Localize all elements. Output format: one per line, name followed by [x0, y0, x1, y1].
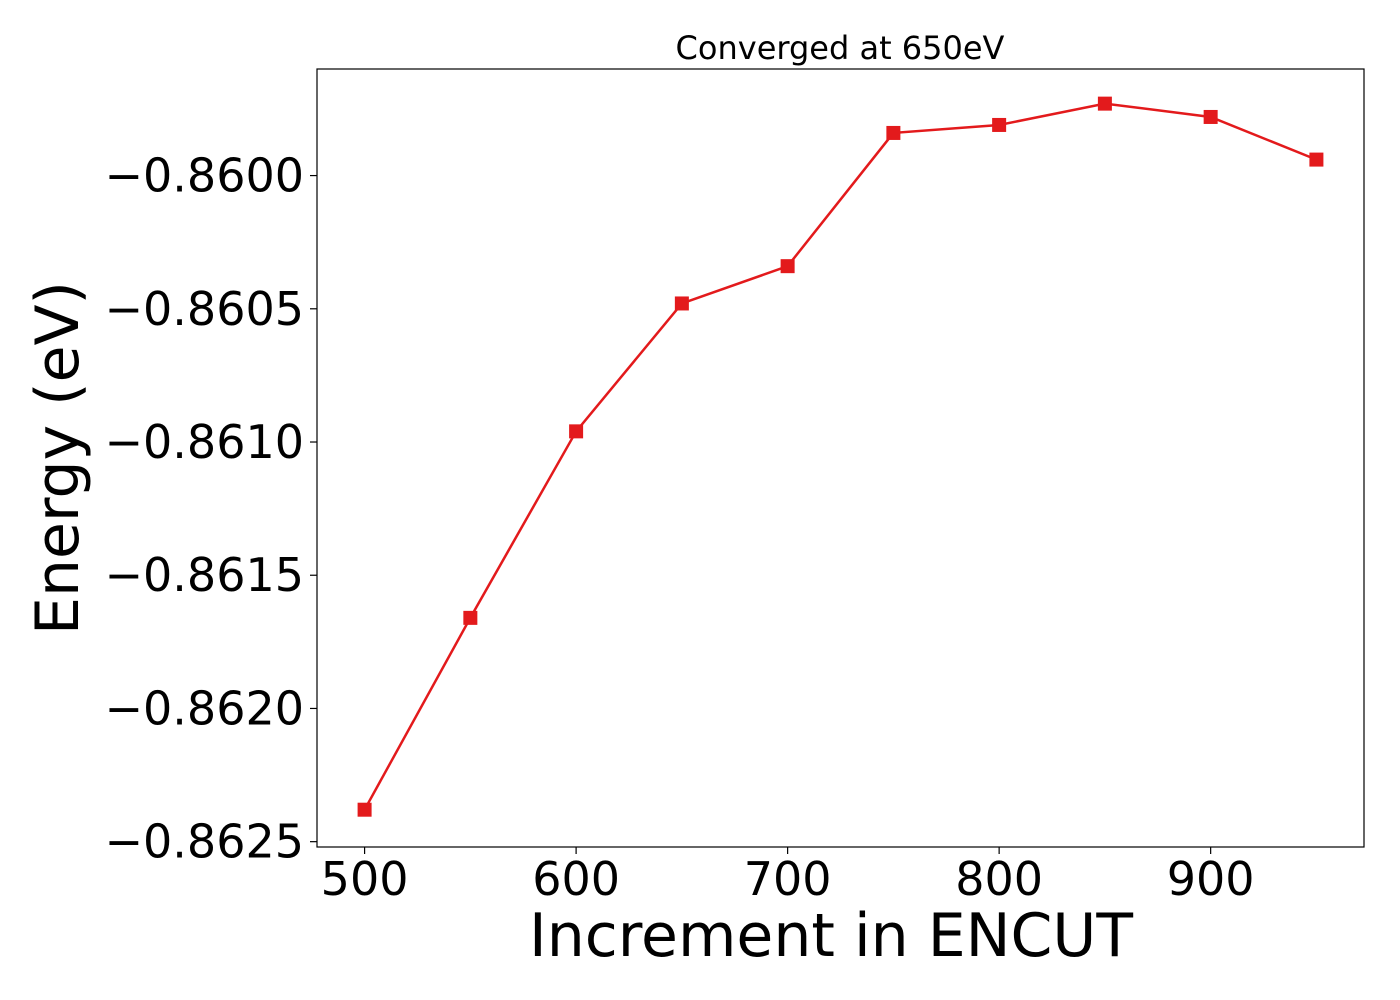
x-tick-label: 900: [1167, 852, 1255, 906]
data-point-marker: [357, 802, 372, 817]
data-point-marker: [1097, 96, 1112, 111]
y-axis-label: Energy (eV): [23, 281, 93, 635]
y-tick-label: −0.8625: [105, 815, 305, 869]
y-tick-label: −0.8610: [105, 415, 305, 469]
chart-title: Converged at 650eV: [676, 29, 1005, 67]
x-tick-label: 700: [744, 852, 832, 906]
x-tick-label: 800: [955, 852, 1043, 906]
y-axis: −0.8625 −0.8620 −0.8615 −0.8610 −0.8605 −0.86…: [105, 149, 317, 869]
series-group: [357, 96, 1324, 817]
data-point-marker: [1203, 109, 1218, 124]
y-tick-label: −0.8615: [105, 548, 305, 602]
data-point-marker: [992, 117, 1007, 132]
data-point-marker: [463, 610, 478, 625]
data-point-marker: [886, 125, 901, 140]
data-point-marker: [569, 424, 584, 439]
data-point-marker: [780, 259, 795, 274]
series-line: [363, 102, 1317, 811]
y-tick-label: −0.8605: [105, 282, 305, 336]
data-point-marker: [674, 296, 689, 311]
y-tick-label: −0.8620: [105, 681, 305, 735]
plot-area: [316, 68, 1365, 848]
y-tick-label: −0.8600: [105, 149, 305, 203]
x-tick-label: 600: [532, 852, 620, 906]
x-axis: 500 600 700 800 900: [321, 847, 1255, 906]
x-tick-label: 500: [321, 852, 409, 906]
x-axis-label: Increment in ENCUT: [529, 901, 1133, 971]
data-point-marker: [1309, 152, 1324, 167]
